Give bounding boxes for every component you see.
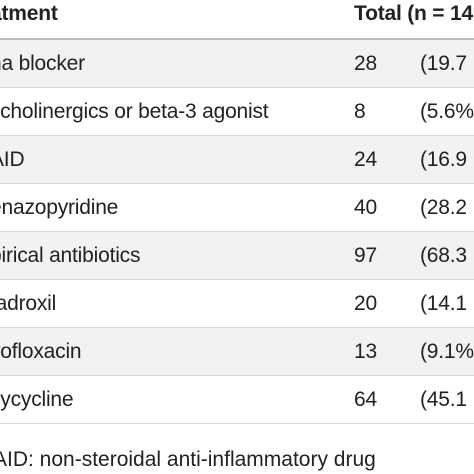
count-cell: 13 — [354, 339, 377, 363]
count-cell: 20 — [354, 291, 377, 315]
treatment-cell: pirical antibiotics — [0, 243, 141, 267]
treatment-cell: xycycline — [0, 387, 74, 411]
percent-cell: (68.3 — [420, 243, 467, 267]
table-row: xycycline 64 (45.1 — [0, 376, 474, 424]
treatment-table: atment Total (n = 14 ha blocker 28 (19.7… — [0, 0, 474, 424]
percent-cell: (16.9 — [420, 147, 467, 171]
treatment-cell: enazopyridine — [0, 195, 119, 219]
table-row: AID 24 (16.9 — [0, 136, 474, 184]
table-row: vofloxacin 13 (9.1% — [0, 328, 474, 376]
percent-cell: (45.1 — [420, 387, 467, 411]
percent-cell: (5.6% — [420, 99, 474, 123]
treatment-cell: ticholinergics or beta-3 agonist — [0, 99, 269, 123]
count-cell: 24 — [354, 147, 377, 171]
table-row: ha blocker 28 (19.7 — [0, 40, 474, 88]
table-row: enazopyridine 40 (28.2 — [0, 184, 474, 232]
count-cell: 97 — [354, 243, 377, 267]
table-header-row: atment Total (n = 14 — [0, 0, 474, 40]
count-cell: 8 — [354, 99, 366, 123]
count-cell: 28 — [354, 51, 377, 75]
header-treatment: atment — [0, 2, 58, 25]
table-row: fadroxil 20 (14.1 — [0, 280, 474, 328]
percent-cell: (14.1 — [420, 291, 467, 315]
treatment-cell: AID — [0, 147, 25, 171]
percent-cell: (28.2 — [420, 195, 467, 219]
treatment-cell: vofloxacin — [0, 339, 82, 363]
table-row: pirical antibiotics 97 (68.3 — [0, 232, 474, 280]
table-footnote: AID: non-steroidal anti-inflammatory dru… — [0, 448, 376, 471]
count-cell: 40 — [354, 195, 377, 219]
table-row: ticholinergics or beta-3 agonist 8 (5.6% — [0, 88, 474, 136]
percent-cell: (9.1% — [420, 339, 474, 363]
treatment-cell: fadroxil — [0, 291, 57, 315]
treatment-cell: ha blocker — [0, 51, 85, 75]
header-total: Total (n = 14 — [354, 2, 473, 25]
percent-cell: (19.7 — [420, 51, 467, 75]
count-cell: 64 — [354, 387, 377, 411]
